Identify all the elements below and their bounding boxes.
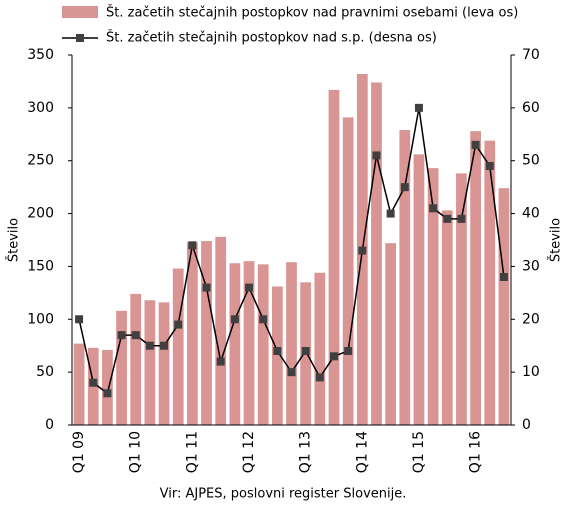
point xyxy=(75,315,84,324)
point xyxy=(372,151,381,160)
point xyxy=(174,320,183,329)
point xyxy=(273,347,282,355)
source: Vir: AJPES, poslovni register Slovenije. xyxy=(160,487,407,502)
bar xyxy=(73,343,85,425)
point xyxy=(145,341,154,350)
bar xyxy=(286,262,297,425)
point xyxy=(160,341,169,350)
point xyxy=(117,331,126,340)
y2-tick-label: 20 xyxy=(522,311,540,327)
y-tick-label: 0 xyxy=(45,417,54,433)
point xyxy=(429,204,438,213)
bar xyxy=(215,236,227,425)
bar xyxy=(427,168,439,425)
y-tick-label: 200 xyxy=(27,206,54,222)
x-tick-label: Q1 12 xyxy=(241,431,257,473)
bar xyxy=(158,302,170,425)
x-tick-label: Q1 14 xyxy=(354,431,370,473)
y-tick-label: 50 xyxy=(36,364,54,380)
point xyxy=(230,315,239,324)
point xyxy=(216,357,225,366)
y2-axis-label: Število xyxy=(548,218,564,262)
bar xyxy=(371,82,382,425)
y-tick-label: 150 xyxy=(27,258,54,274)
y-tick-label: 250 xyxy=(27,153,54,169)
point xyxy=(329,352,338,361)
bar xyxy=(186,242,198,425)
y2-tick-label: 70 xyxy=(522,47,540,63)
bar xyxy=(328,89,340,425)
legend-label: Št. začetih stečajnih postopkov nad s.p.… xyxy=(106,30,437,46)
x-tick-label: Q1 11 xyxy=(184,431,200,473)
y2-tick-label: 60 xyxy=(522,100,540,116)
point xyxy=(485,162,494,170)
point xyxy=(471,140,480,149)
point xyxy=(457,214,466,223)
legend-marker xyxy=(76,34,84,42)
y2-tick-label: 0 xyxy=(522,417,531,433)
bar xyxy=(201,241,212,425)
point xyxy=(103,389,112,398)
point xyxy=(315,373,324,382)
bar xyxy=(130,293,142,425)
y2-tick-label: 40 xyxy=(522,206,540,222)
point xyxy=(400,183,409,192)
bar xyxy=(102,349,113,425)
bar xyxy=(385,243,397,425)
point xyxy=(259,315,268,324)
bar xyxy=(243,261,255,425)
point xyxy=(414,103,423,112)
y2-tick-label: 10 xyxy=(522,364,540,380)
legend-label: Št. začetih stečajnih postopkov nad prav… xyxy=(106,5,518,21)
x-tick-label: Q1 16 xyxy=(468,431,484,473)
point xyxy=(202,283,211,292)
y-axis-label: Število xyxy=(6,218,22,262)
y2-tick-label: 50 xyxy=(522,153,540,169)
bar xyxy=(257,264,269,425)
x-tick-label: Q1 15 xyxy=(411,431,427,473)
bar xyxy=(229,263,241,425)
bar xyxy=(144,300,156,425)
x-tick-label: Q1 10 xyxy=(128,431,144,473)
point xyxy=(358,246,367,255)
point xyxy=(301,347,310,355)
bar xyxy=(470,131,481,425)
bar xyxy=(456,173,467,425)
bar xyxy=(413,154,425,425)
point xyxy=(499,273,508,281)
point xyxy=(287,368,296,377)
x-tick-label: Q1 13 xyxy=(298,431,314,473)
y-tick-label: 300 xyxy=(27,100,54,116)
y-tick-label: 100 xyxy=(27,311,54,327)
bar xyxy=(441,210,453,425)
point xyxy=(188,241,197,250)
bar xyxy=(484,140,496,425)
y2-tick-label: 30 xyxy=(522,258,540,274)
bar xyxy=(116,310,127,425)
bar xyxy=(314,272,326,425)
point xyxy=(344,347,353,355)
legend-swatch xyxy=(62,6,98,18)
bar xyxy=(498,188,510,425)
point xyxy=(131,331,140,340)
bar xyxy=(399,130,411,426)
bar xyxy=(271,286,283,425)
point xyxy=(245,283,254,292)
bar xyxy=(172,268,184,425)
x-tick-label: Q1 09 xyxy=(71,431,87,473)
point xyxy=(443,214,452,223)
bar xyxy=(342,117,354,425)
y-tick-label: 350 xyxy=(27,47,54,63)
point xyxy=(89,378,98,387)
point xyxy=(386,209,395,218)
